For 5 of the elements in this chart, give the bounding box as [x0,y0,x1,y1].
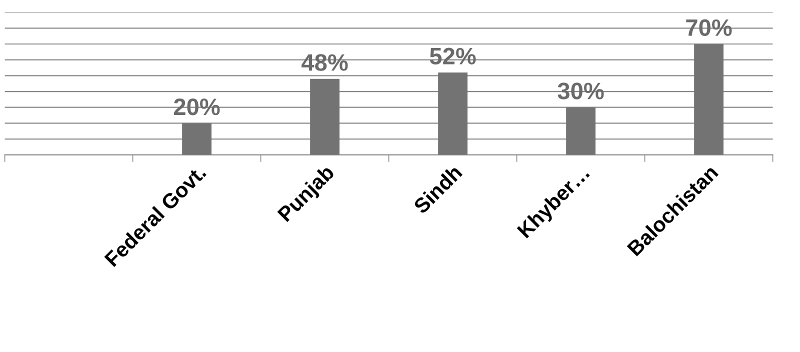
bar [566,107,596,155]
bar [694,44,724,155]
bar [438,72,468,155]
bar [182,123,212,155]
bar [310,78,340,155]
